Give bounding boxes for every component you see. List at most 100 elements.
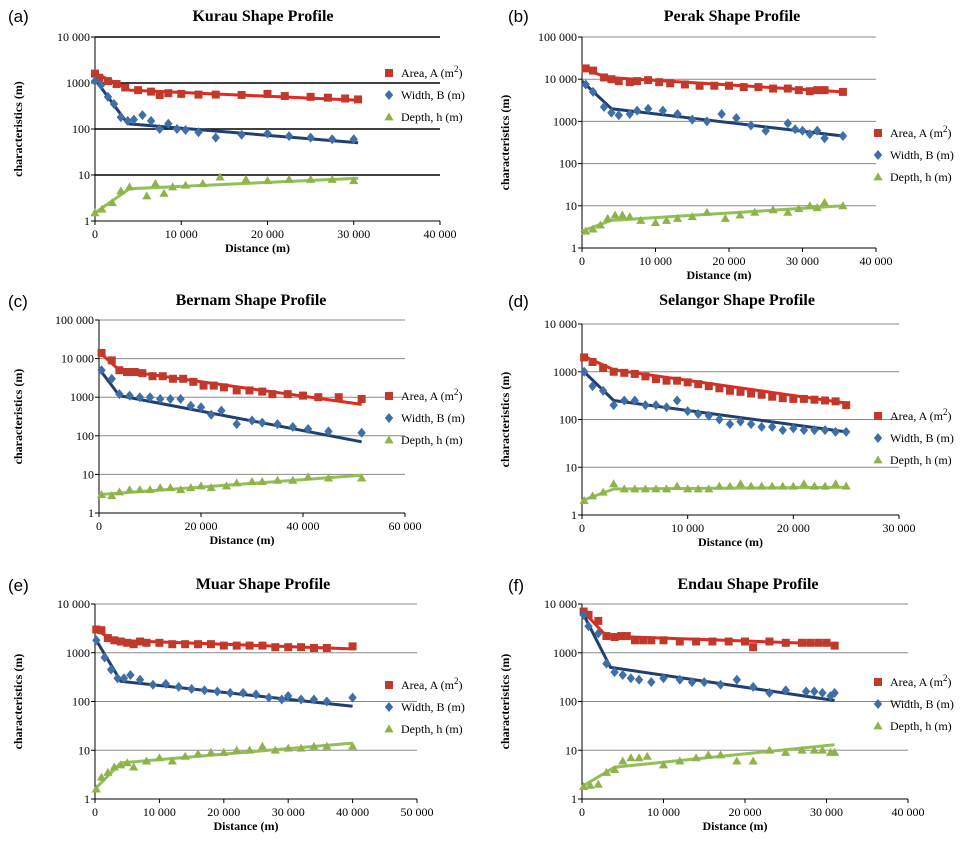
data-point-width bbox=[264, 692, 274, 703]
data-point-depth bbox=[141, 756, 152, 765]
y-tick-label: 1 bbox=[571, 241, 577, 255]
data-point-width bbox=[813, 125, 822, 136]
data-point-depth bbox=[831, 479, 841, 488]
y-axis-label: characteristics (m) bbox=[11, 369, 25, 465]
chart-panel-a: (a) Kurau Shape Profile 1 10 100 1000 10 000 0 1… bbox=[8, 7, 465, 255]
data-point-depth bbox=[327, 174, 337, 183]
x-tick-label: 10 000 bbox=[639, 254, 672, 268]
data-point-width bbox=[148, 679, 158, 690]
data-point-depth bbox=[579, 496, 589, 505]
data-point-depth bbox=[186, 483, 196, 492]
data-point-area bbox=[268, 390, 277, 399]
data-point-depth bbox=[735, 210, 745, 219]
data-point-depth bbox=[306, 174, 316, 183]
panel-label: (a) bbox=[8, 7, 29, 26]
y-tick-label: 10 000 bbox=[61, 352, 94, 366]
legend-superscript: 2 bbox=[454, 64, 459, 74]
legend-text: Area, A (m bbox=[890, 409, 944, 423]
data-point-width bbox=[805, 129, 815, 140]
legend: Area, A (m2) Width, B (m) Depth, h (m) bbox=[384, 64, 465, 124]
legend-marker-depth bbox=[873, 455, 883, 464]
data-point-width bbox=[641, 400, 650, 411]
trend-line-width bbox=[93, 637, 353, 708]
data-point-area bbox=[625, 78, 634, 87]
data-point-area bbox=[348, 642, 357, 651]
data-point-width bbox=[620, 395, 629, 406]
data-point-area bbox=[148, 372, 157, 381]
data-point-area bbox=[724, 637, 733, 646]
legend-entry-width: Width, B (m) bbox=[401, 700, 465, 714]
data-point-width bbox=[599, 101, 609, 112]
data-point-depth bbox=[636, 215, 646, 224]
data-point-area bbox=[258, 387, 267, 396]
data-point-width bbox=[284, 690, 293, 701]
data-point-area bbox=[614, 77, 623, 86]
data-point-depth bbox=[587, 491, 598, 500]
data-point-depth bbox=[168, 182, 178, 191]
data-point-area bbox=[116, 637, 125, 646]
y-tick-label: 1000 bbox=[553, 646, 577, 660]
data-point-area bbox=[673, 376, 682, 385]
data-point-area bbox=[630, 369, 639, 378]
data-point-width bbox=[810, 425, 819, 436]
x-tick-label: 40 000 bbox=[336, 805, 369, 819]
legend-text: Depth, h (m) bbox=[890, 170, 952, 184]
data-point-depth bbox=[841, 481, 851, 490]
data-point-area bbox=[600, 73, 609, 82]
data-point-width bbox=[232, 419, 241, 430]
data-point-area bbox=[309, 644, 318, 653]
y-tick-label: 1 bbox=[84, 792, 90, 806]
x-tick-label: 0 bbox=[96, 519, 102, 533]
data-point-area bbox=[129, 640, 138, 649]
series-area bbox=[579, 607, 839, 652]
y-tick-label: 1000 bbox=[70, 390, 94, 404]
y-tick-label: 1000 bbox=[66, 76, 90, 90]
data-point-depth bbox=[691, 753, 701, 762]
chart-panel-b: (b) Perak Shape Profile 1 10 100 1000 10 000 10… bbox=[498, 7, 954, 282]
data-point-depth bbox=[658, 760, 669, 769]
data-point-depth bbox=[145, 485, 155, 494]
legend-entry-width: Width, B (m) bbox=[890, 431, 954, 445]
data-point-area bbox=[831, 397, 840, 406]
data-point-width bbox=[700, 677, 709, 688]
data-point-depth bbox=[820, 481, 830, 490]
data-point-width bbox=[174, 681, 183, 692]
data-point-area bbox=[589, 66, 598, 75]
data-point-width bbox=[704, 410, 713, 421]
data-point-width bbox=[801, 686, 811, 697]
data-point-depth bbox=[601, 767, 612, 776]
data-point-width bbox=[296, 694, 306, 705]
data-point-depth bbox=[675, 756, 685, 765]
data-point-width bbox=[226, 687, 235, 698]
data-point-width bbox=[584, 621, 593, 632]
data-point-depth bbox=[232, 745, 242, 754]
data-point-area bbox=[609, 367, 618, 376]
data-point-area bbox=[158, 372, 167, 381]
data-point-area bbox=[284, 643, 293, 652]
legend-entry-area: Area, A (m2) bbox=[401, 676, 463, 692]
legend-marker-width bbox=[384, 702, 394, 712]
data-point-area bbox=[655, 78, 664, 87]
data-point-width bbox=[662, 402, 671, 413]
x-tick-label: 60 000 bbox=[389, 519, 422, 533]
data-point-width bbox=[688, 114, 697, 125]
data-point-width bbox=[125, 390, 134, 401]
data-point-depth bbox=[634, 753, 644, 762]
data-point-area bbox=[725, 81, 733, 90]
data-point-width bbox=[103, 91, 113, 102]
series-depth bbox=[581, 197, 848, 235]
data-point-width bbox=[675, 674, 684, 685]
legend-text: Width, B (m) bbox=[890, 697, 954, 711]
data-point-width bbox=[138, 110, 147, 121]
data-point-area bbox=[715, 384, 724, 393]
data-point-area bbox=[830, 641, 839, 650]
legend-text: Depth, h (m) bbox=[890, 719, 952, 733]
data-point-depth bbox=[221, 481, 232, 490]
data-point-area bbox=[639, 636, 648, 645]
data-point-area bbox=[581, 64, 590, 73]
data-point-width bbox=[186, 400, 195, 411]
data-point-area bbox=[620, 368, 629, 377]
data-point-depth bbox=[672, 213, 683, 222]
data-point-area bbox=[314, 393, 323, 402]
